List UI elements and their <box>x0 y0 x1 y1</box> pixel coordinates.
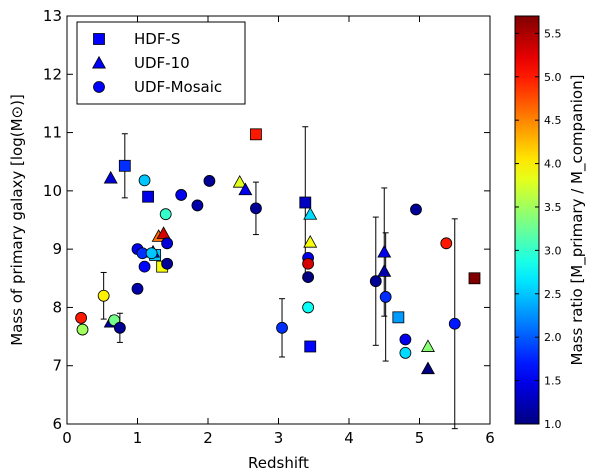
data-point <box>299 196 312 209</box>
data-point <box>303 207 318 220</box>
legend-marker <box>91 55 107 69</box>
y-tick-label: 9 <box>52 240 62 258</box>
data-point <box>379 291 392 303</box>
data-point <box>76 323 89 336</box>
legend-marker <box>93 81 105 93</box>
data-point <box>232 174 247 188</box>
data-point <box>118 159 131 172</box>
data-point <box>113 321 126 334</box>
data-point <box>420 361 435 375</box>
data-point <box>377 244 392 258</box>
series-hdf-s <box>118 128 481 353</box>
y-tick-label: 8 <box>52 298 62 316</box>
colorbar-tick-label: 4.5 <box>544 114 562 127</box>
y-axis-title: Mass of primary galaxy [log(M⊙)] <box>8 94 26 346</box>
data-point <box>399 346 412 359</box>
y-tick-label: 11 <box>43 124 62 142</box>
x-tick-label: 4 <box>344 429 354 447</box>
data-point <box>304 340 317 353</box>
data-point <box>369 275 382 288</box>
plot-area <box>75 126 481 430</box>
data-point <box>75 312 87 324</box>
colorbar-tick-label: 1.0 <box>544 418 562 431</box>
data-point <box>302 257 315 270</box>
colorbar-tick-label: 5.0 <box>544 71 562 84</box>
colorbar-title: Mass ratio [M_primary / M_companion] <box>568 75 587 366</box>
data-point <box>468 272 481 285</box>
x-tick-label: 1 <box>133 429 143 447</box>
colorbar: 1.0 1.5 2.0 2.5 3.0 3.5 4.0 4.5 5.0 5.5 Mass ratio… <box>514 15 587 431</box>
data-point <box>161 237 174 250</box>
legend-label: UDF-10 <box>134 54 190 72</box>
x-tick-label: 5 <box>415 429 425 447</box>
data-point <box>392 311 405 324</box>
data-point <box>410 203 422 216</box>
legend-label: UDF-Mosaic <box>134 78 222 96</box>
x-tick-label: 3 <box>274 429 284 447</box>
data-point <box>302 271 315 284</box>
series-udf-mosaic <box>75 174 461 359</box>
colorbar-tick-label: 4.0 <box>544 158 562 171</box>
error-bars <box>100 126 458 430</box>
y-tick-label: 10 <box>43 182 62 200</box>
data-point <box>250 202 262 215</box>
data-point <box>238 182 253 196</box>
data-point <box>142 190 154 203</box>
data-point <box>175 189 188 201</box>
legend: HDF-S UDF-10 UDF-Mosaic <box>76 21 246 105</box>
y-tick-label: 6 <box>52 415 62 433</box>
data-point <box>399 333 412 346</box>
data-point <box>103 170 118 184</box>
data-point <box>448 317 461 330</box>
data-point <box>131 282 144 295</box>
data-point <box>138 260 151 273</box>
x-tick-label: 0 <box>62 429 72 447</box>
data-point <box>191 199 204 212</box>
legend-marker <box>93 33 105 45</box>
data-point <box>420 339 435 352</box>
data-point <box>97 289 110 302</box>
y-tick-label: 13 <box>43 7 62 25</box>
colorbar-gradient <box>514 15 540 425</box>
data-point <box>161 257 174 270</box>
y-tick-label: 12 <box>43 65 62 83</box>
colorbar-tick-label: 3.5 <box>544 201 562 214</box>
data-point <box>138 174 151 187</box>
data-point <box>250 128 262 141</box>
colorbar-tick-label: 2.5 <box>544 288 562 301</box>
colorbar-tick-label: 5.5 <box>544 27 562 40</box>
data-point <box>159 208 172 221</box>
colorbar-tick-label: 3.0 <box>544 244 562 257</box>
data-point <box>440 237 453 250</box>
data-point <box>156 226 171 239</box>
colorbar-tick-label: 1.5 <box>544 375 562 388</box>
data-point <box>276 321 288 334</box>
legend-box <box>76 21 246 105</box>
data-point <box>303 234 318 248</box>
x-tick-label: 2 <box>203 429 213 447</box>
data-point <box>145 247 158 260</box>
x-tick-label: 6 <box>485 429 495 447</box>
data-point <box>377 264 392 277</box>
data-point <box>302 301 315 314</box>
x-axis-title: Redshift <box>248 454 309 472</box>
data-point <box>203 175 216 187</box>
legend-label: HDF-S <box>134 30 180 48</box>
colorbar-tick-label: 2.0 <box>544 331 562 344</box>
y-tick-label: 7 <box>52 357 62 375</box>
